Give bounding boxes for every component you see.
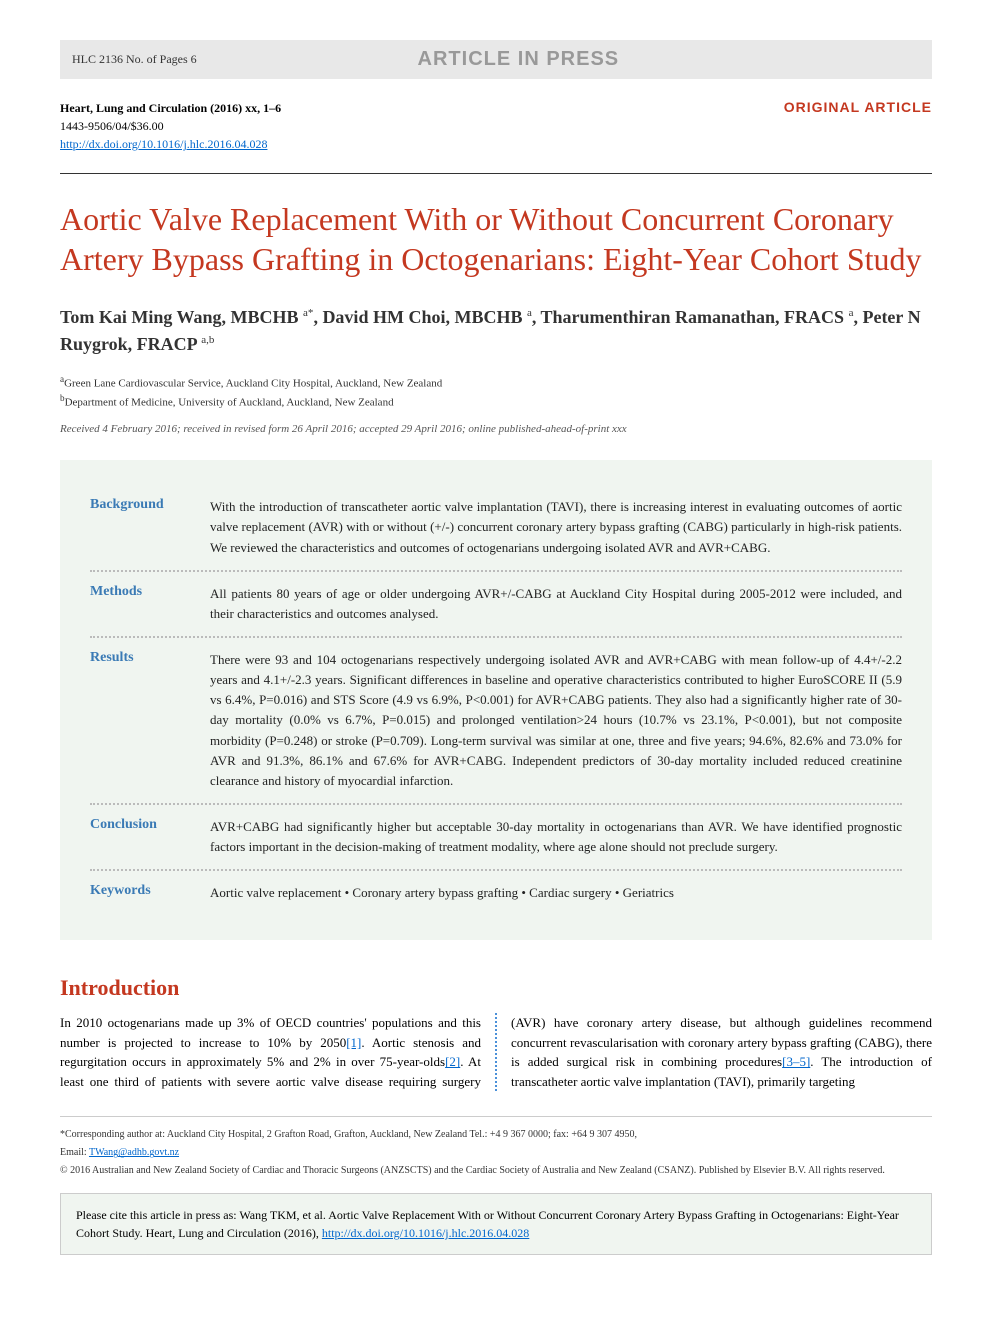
journal-meta: Heart, Lung and Circulation (2016) xx, 1… bbox=[60, 99, 281, 153]
article-title: Aortic Valve Replacement With or Without… bbox=[60, 199, 932, 279]
meta-row: Heart, Lung and Circulation (2016) xx, 1… bbox=[60, 99, 932, 153]
citation-doi-link[interactable]: http://dx.doi.org/10.1016/j.hlc.2016.04.… bbox=[322, 1226, 529, 1240]
page-reference: HLC 2136 No. of Pages 6 bbox=[72, 52, 197, 67]
copyright: © 2016 Australian and New Zealand Societ… bbox=[60, 1163, 932, 1178]
abstract-label: Conclusion bbox=[90, 817, 210, 857]
abstract-row: ConclusionAVR+CABG had significantly hig… bbox=[90, 805, 902, 871]
issn-line: 1443-9506/04/$36.00 bbox=[60, 117, 281, 135]
email-line: Email: TWang@adhb.govt.nz bbox=[60, 1145, 932, 1160]
introduction-heading: Introduction bbox=[60, 975, 932, 1001]
article-dates: Received 4 February 2016; received in re… bbox=[60, 423, 932, 435]
abstract-label: Methods bbox=[90, 584, 210, 624]
abstract-label: Background bbox=[90, 497, 210, 557]
abstract-label: Results bbox=[90, 650, 210, 791]
top-rule bbox=[60, 173, 932, 174]
abstract-text: With the introduction of transcatheter a… bbox=[210, 497, 902, 557]
abstract-text: AVR+CABG had significantly higher but ac… bbox=[210, 817, 902, 857]
abstract-text: All patients 80 years of age or older un… bbox=[210, 584, 902, 624]
abstract-text: There were 93 and 104 octogenarians resp… bbox=[210, 650, 902, 791]
article-type-label: ORIGINAL ARTICLE bbox=[784, 99, 932, 115]
citation-box: Please cite this article in press as: Wa… bbox=[60, 1193, 932, 1255]
introduction-text: In 2010 octogenarians made up 3% of OECD… bbox=[60, 1013, 932, 1091]
abstract-row: KeywordsAortic valve replacement • Coron… bbox=[90, 871, 902, 915]
email-label: Email: bbox=[60, 1147, 89, 1158]
abstract-text: Aortic valve replacement • Coronary arte… bbox=[210, 883, 902, 903]
affiliations: aGreen Lane Cardiovascular Service, Auck… bbox=[60, 373, 932, 411]
body-columns: In 2010 octogenarians made up 3% of OECD… bbox=[60, 1013, 932, 1091]
email-link[interactable]: TWang@adhb.govt.nz bbox=[89, 1147, 179, 1158]
abstract-row: ResultsThere were 93 and 104 octogenaria… bbox=[90, 638, 902, 805]
authors: Tom Kai Ming Wang, MBCHB a*, David HM Ch… bbox=[60, 304, 932, 358]
footer-rule bbox=[60, 1116, 932, 1117]
abstract-row: BackgroundWith the introduction of trans… bbox=[90, 485, 902, 571]
abstract-row: MethodsAll patients 80 years of age or o… bbox=[90, 572, 902, 638]
doi-link[interactable]: http://dx.doi.org/10.1016/j.hlc.2016.04.… bbox=[60, 137, 267, 151]
header-bar: HLC 2136 No. of Pages 6 ARTICLE IN PRESS bbox=[60, 40, 932, 79]
journal-citation: Heart, Lung and Circulation (2016) xx, 1… bbox=[60, 99, 281, 117]
article-in-press-banner: ARTICLE IN PRESS bbox=[418, 48, 620, 71]
abstract-box: BackgroundWith the introduction of trans… bbox=[60, 460, 932, 940]
abstract-label: Keywords bbox=[90, 883, 210, 903]
corresponding-author: *Corresponding author at: Auckland City … bbox=[60, 1127, 932, 1142]
